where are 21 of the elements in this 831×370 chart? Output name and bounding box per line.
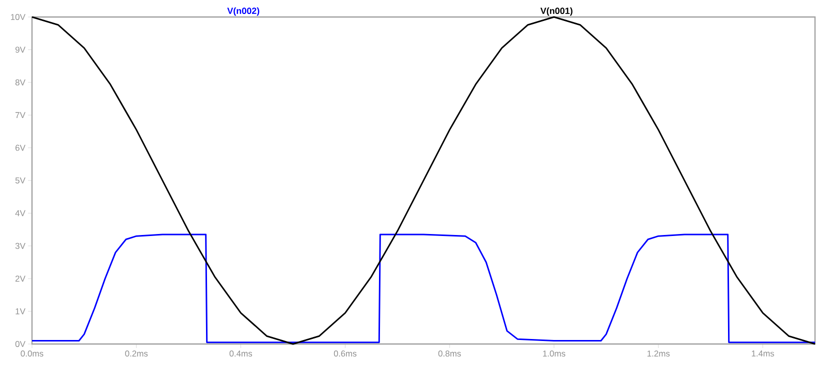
y-tick-label: 9V: [15, 46, 26, 53]
text: V(n002): [227, 7, 260, 16]
y-tick-label: 5V: [15, 178, 26, 184]
y-tick-label: 1V: [16, 308, 26, 314]
y-tick-label: 10V: [10, 14, 26, 20]
x-tick-label: 0.4ms: [230, 350, 252, 357]
x-tick-label: 0.6ms: [334, 350, 356, 357]
y-tick-label: 8V: [15, 79, 26, 86]
x-tick-label: 1.2ms: [647, 350, 670, 357]
y-tick-label: 3V: [15, 242, 26, 249]
x-tick-label: 1.0ms: [543, 350, 566, 357]
y-tick-label: 4V: [15, 210, 26, 216]
y-tick-label: 6V: [16, 144, 26, 151]
y-tick-label: 2V: [15, 276, 26, 282]
series-label: V(n001): [540, 7, 572, 16]
y-tick-label: 0V: [15, 340, 26, 348]
y-tick-label: 7V: [16, 112, 26, 118]
x-tick-label: 0.8ms: [438, 350, 461, 357]
x-tick-label: 0.0ms: [20, 350, 44, 357]
x-tick-label: 0.2ms: [125, 350, 148, 357]
x-tick-label: 1.4ms: [752, 350, 774, 356]
